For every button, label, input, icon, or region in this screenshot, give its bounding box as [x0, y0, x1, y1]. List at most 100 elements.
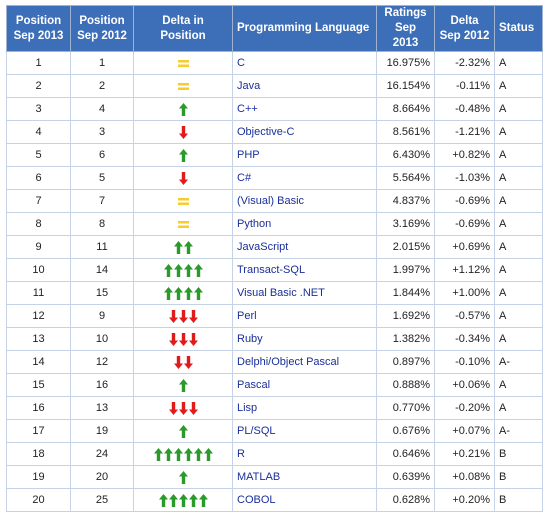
status-cell: A	[494, 143, 543, 167]
rating-delta-cell: -0.10%	[434, 350, 495, 374]
language-link[interactable]: MATLAB	[237, 471, 281, 483]
language-cell: C#	[232, 166, 377, 190]
position-change-cell	[133, 327, 233, 351]
position-2012-cell: 11	[70, 235, 134, 259]
arrow-down-icon	[183, 355, 193, 369]
status-cell: A	[494, 258, 543, 282]
arrow-up-icon	[183, 447, 193, 461]
position-change-indicator	[177, 56, 189, 70]
language-cell: (Visual) Basic	[232, 189, 377, 213]
language-cell: Python	[232, 212, 377, 236]
position-2012-cell: 8	[70, 212, 134, 236]
position-change-cell	[133, 488, 233, 512]
table-row: 3 4 C++ 8.664% -0.48% A	[6, 97, 543, 121]
language-cell: PL/SQL	[232, 419, 377, 443]
rating-cell: 1.692%	[376, 304, 435, 328]
language-link[interactable]: Visual Basic .NET	[237, 287, 325, 299]
position-2013-cell: 8	[6, 212, 71, 236]
position-2013-cell: 14	[6, 350, 71, 374]
language-link[interactable]: Python	[237, 218, 272, 230]
position-2013-cell: 1	[6, 51, 71, 75]
language-cell: Lisp	[232, 396, 377, 420]
table-row: 14 12 Delphi/Object Pascal 0.897% -0.10% A-	[6, 350, 543, 374]
language-link[interactable]: Transact-SQL	[237, 264, 306, 276]
language-link[interactable]: Lisp	[237, 402, 258, 414]
rating-cell: 0.646%	[376, 442, 435, 466]
language-link[interactable]: C#	[237, 172, 252, 184]
arrow-down-icon	[178, 332, 188, 346]
arrow-down-icon	[178, 125, 188, 139]
language-link[interactable]: Java	[237, 80, 261, 92]
position-2013-cell: 17	[6, 419, 71, 443]
table-row: 15 16 Pascal 0.888% +0.06% A	[6, 373, 543, 397]
arrow-up-icon	[158, 493, 168, 507]
position-change-cell	[133, 465, 233, 489]
language-link[interactable]: Delphi/Object Pascal	[237, 356, 340, 368]
equal-sign-icon	[177, 82, 189, 90]
position-change-cell	[133, 304, 233, 328]
table-row: 8 8 Python 3.169% -0.69% A	[6, 212, 543, 236]
status-cell: B	[494, 442, 543, 466]
rating-delta-cell: -1.21%	[434, 120, 495, 144]
arrow-down-icon	[168, 309, 178, 323]
table-row: 16 13 Lisp 0.770% -0.20% A	[6, 396, 543, 420]
position-2013-cell: 15	[6, 373, 71, 397]
language-link[interactable]: PL/SQL	[237, 425, 276, 437]
position-2012-cell: 5	[70, 166, 134, 190]
arrow-up-icon	[173, 240, 183, 254]
position-change-cell	[133, 258, 233, 282]
rating-cell: 3.169%	[376, 212, 435, 236]
rating-cell: 8.561%	[376, 120, 435, 144]
language-link[interactable]: R	[237, 448, 245, 460]
position-change-indicator	[178, 148, 188, 162]
arrow-up-icon	[178, 470, 188, 484]
language-link[interactable]: C++	[237, 103, 258, 115]
status-cell: A	[494, 74, 543, 98]
table-row: 19 20 MATLAB 0.639% +0.08% B	[6, 465, 543, 489]
language-link[interactable]: COBOL	[237, 494, 276, 506]
header-position-2012: Position Sep 2012	[70, 5, 134, 52]
language-link[interactable]: JavaScript	[237, 241, 289, 253]
position-change-indicator	[178, 102, 188, 116]
position-change-indicator	[178, 470, 188, 484]
position-change-indicator	[168, 401, 198, 415]
position-2012-cell: 14	[70, 258, 134, 282]
language-link[interactable]: C	[237, 57, 245, 69]
position-2012-cell: 2	[70, 74, 134, 98]
arrow-up-icon	[193, 263, 203, 277]
position-2012-cell: 13	[70, 396, 134, 420]
rating-cell: 16.154%	[376, 74, 435, 98]
table-row: 11 15 Visual Basic .NET 1.844% +1.00% A	[6, 281, 543, 305]
rating-delta-cell: +0.82%	[434, 143, 495, 167]
arrow-up-icon	[193, 447, 203, 461]
language-link[interactable]: Ruby	[237, 333, 263, 345]
language-link[interactable]: Pascal	[237, 379, 271, 391]
language-link[interactable]: PHP	[237, 149, 260, 161]
header-status: Status	[494, 5, 543, 52]
language-link[interactable]: Objective-C	[237, 126, 295, 138]
arrow-up-icon	[173, 447, 183, 461]
language-cell: Java	[232, 74, 377, 98]
language-cell: MATLAB	[232, 465, 377, 489]
arrow-down-icon	[188, 332, 198, 346]
status-cell: A	[494, 51, 543, 75]
rating-delta-cell: +0.07%	[434, 419, 495, 443]
language-link[interactable]: (Visual) Basic	[237, 195, 305, 207]
rating-cell: 2.015%	[376, 235, 435, 259]
position-change-cell	[133, 396, 233, 420]
language-link[interactable]: Perl	[237, 310, 257, 322]
status-cell: A	[494, 120, 543, 144]
position-2013-cell: 19	[6, 465, 71, 489]
arrow-up-icon	[183, 286, 193, 300]
table-row: 1 1 C 16.975% -2.32% A	[6, 51, 543, 75]
header-delta-rating: Delta Sep 2012	[434, 5, 495, 52]
position-change-cell	[133, 350, 233, 374]
table-row: 17 19 PL/SQL 0.676% +0.07% A-	[6, 419, 543, 443]
position-2013-cell: 13	[6, 327, 71, 351]
position-2013-cell: 16	[6, 396, 71, 420]
position-change-cell	[133, 281, 233, 305]
position-change-indicator	[158, 493, 208, 507]
language-cell: COBOL	[232, 488, 377, 512]
position-change-cell	[133, 419, 233, 443]
rating-delta-cell: +0.69%	[434, 235, 495, 259]
